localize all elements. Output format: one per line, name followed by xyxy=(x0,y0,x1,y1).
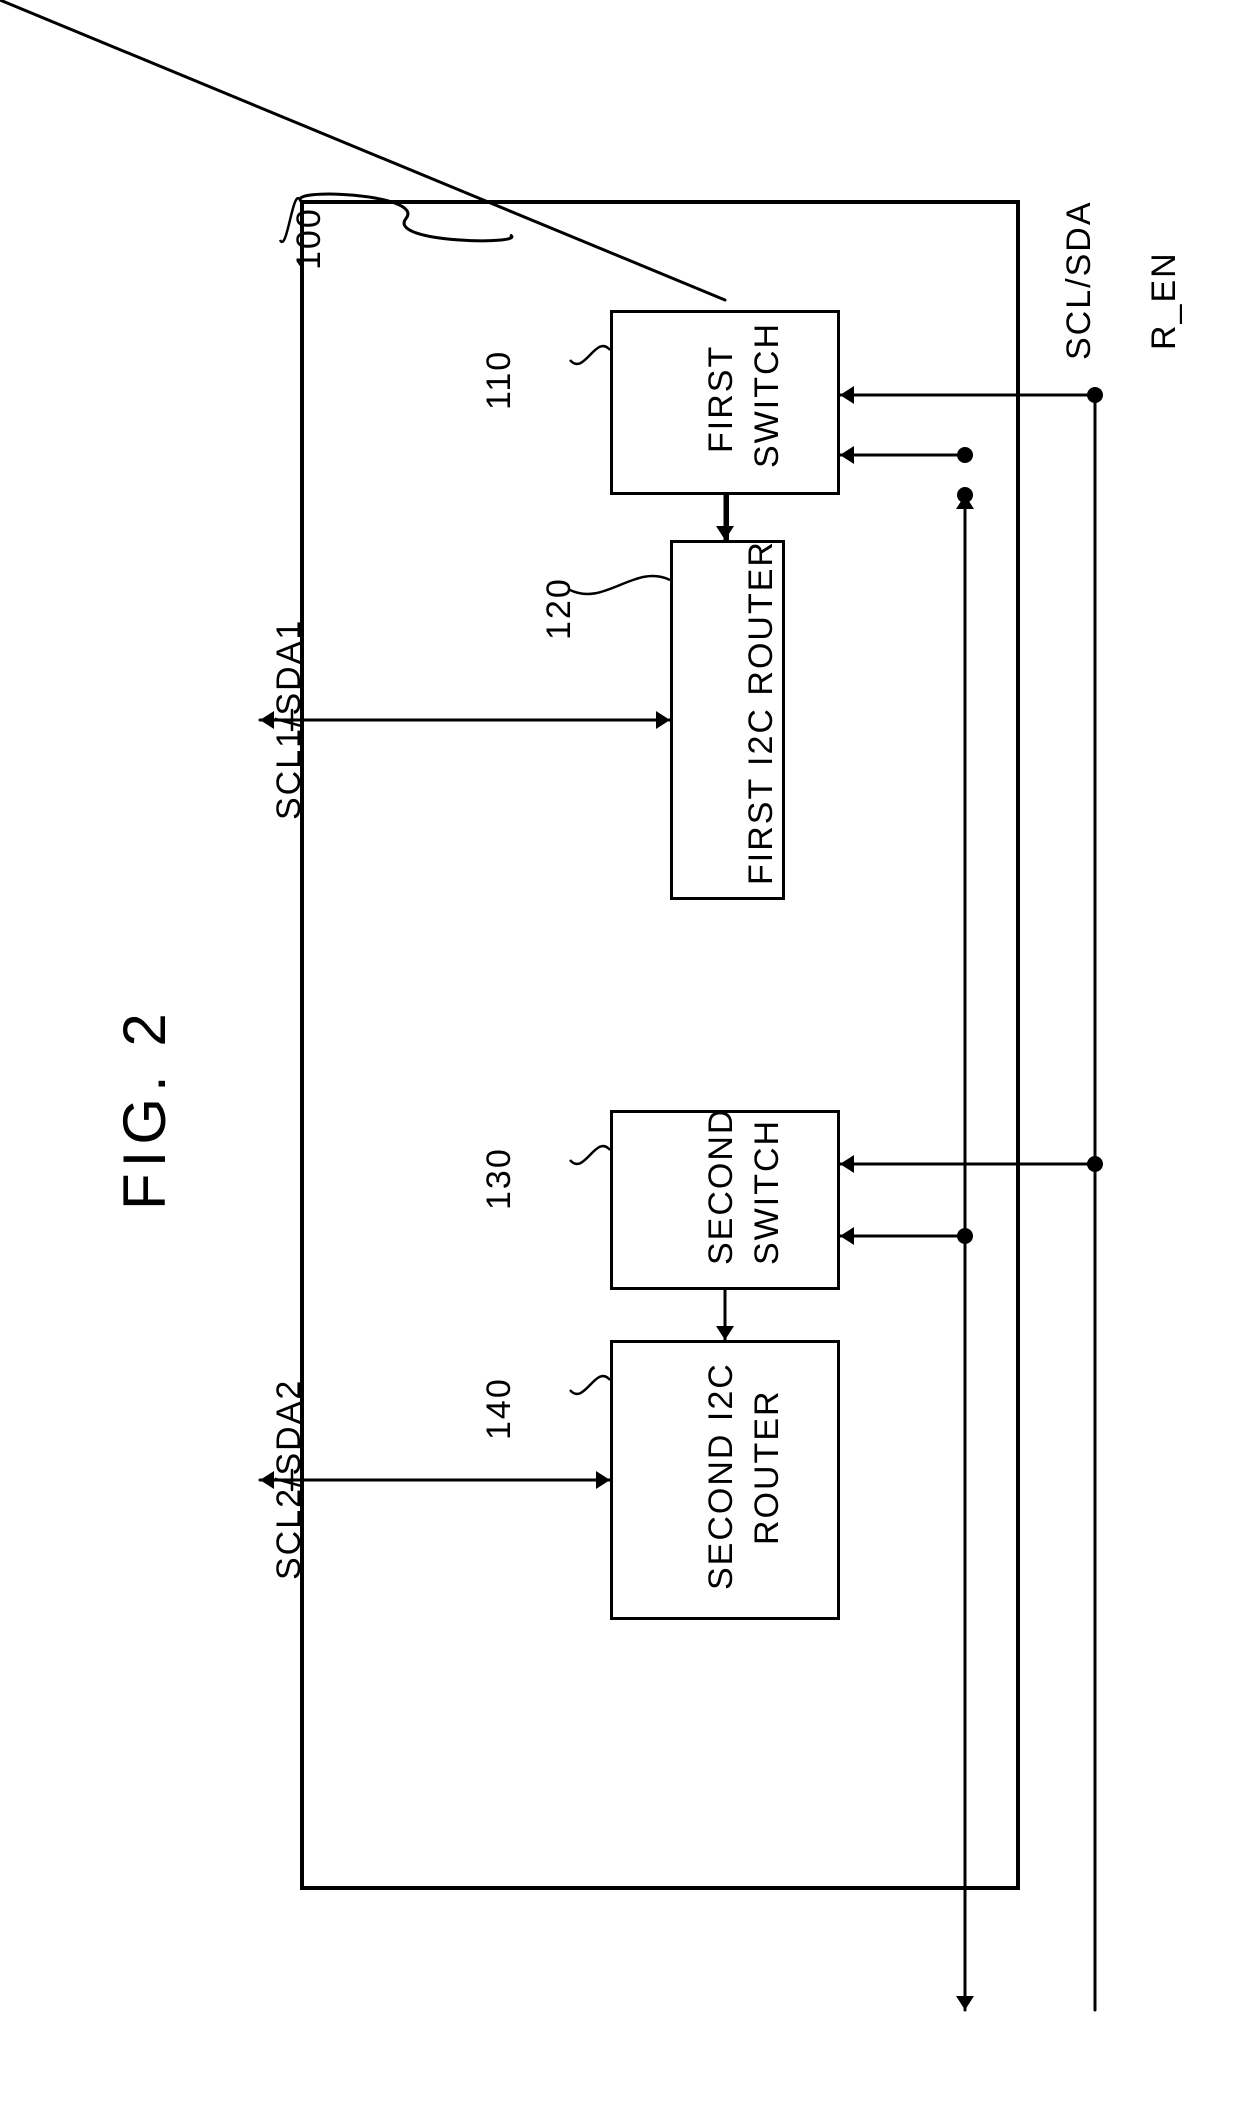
wires-svg xyxy=(0,0,1240,2120)
diagram-page: FIG. 2 FIRST SWITCH FIRST I2C ROUTER SEC… xyxy=(0,0,1240,2120)
